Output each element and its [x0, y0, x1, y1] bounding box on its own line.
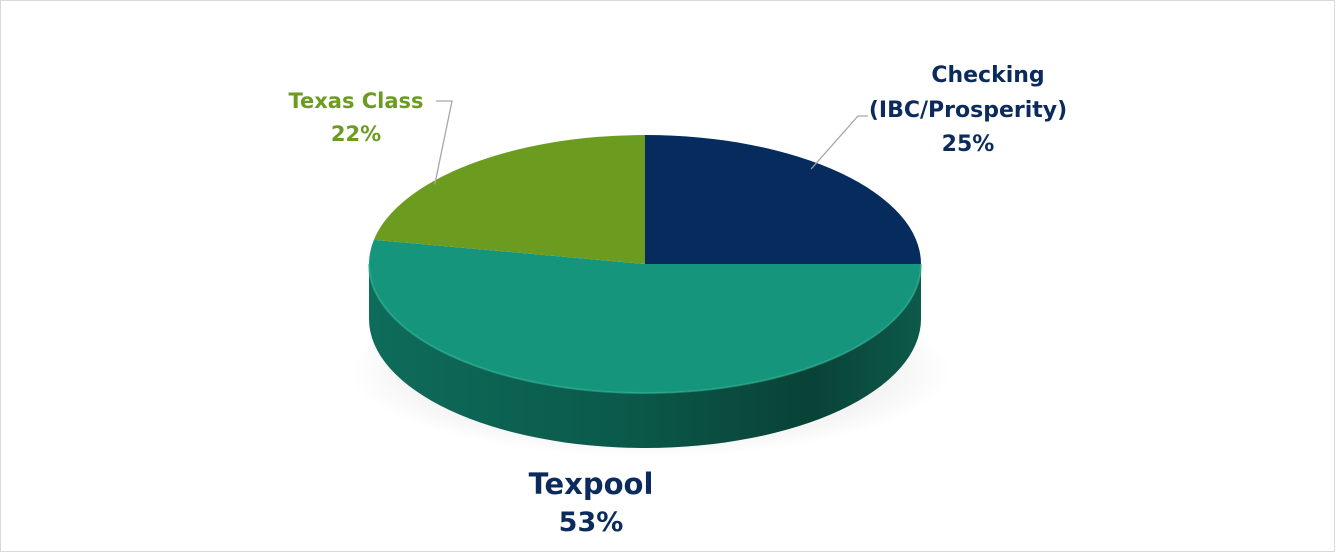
- label-texas-class-percent: 22%: [331, 122, 381, 146]
- leader-line-texas-class: [434, 100, 453, 185]
- label-texpool: Texpool 53%: [529, 467, 654, 538]
- label-texpool-percent: 53%: [559, 507, 624, 538]
- slice-texas-class: [373, 135, 645, 264]
- label-checking-name-line2: (IBC/Prosperity): [869, 98, 1067, 123]
- label-texpool-name: Texpool: [529, 467, 654, 501]
- slice-texpool: [369, 239, 921, 394]
- pie-rim-highlight: [368, 263, 922, 394]
- label-texas-class-name: Texas Class: [288, 89, 423, 113]
- label-checking-percent: 25%: [942, 132, 995, 157]
- label-checking-name-line1: Checking: [931, 63, 1044, 88]
- leader-line-checking: [810, 115, 868, 170]
- pie-side: [369, 264, 921, 448]
- pie-slices: [369, 135, 921, 394]
- label-texas-class: Texas Class 22%: [288, 89, 423, 146]
- slice-checking: [645, 135, 921, 264]
- label-checking: Checking (IBC/Prosperity) 25%: [869, 63, 1067, 157]
